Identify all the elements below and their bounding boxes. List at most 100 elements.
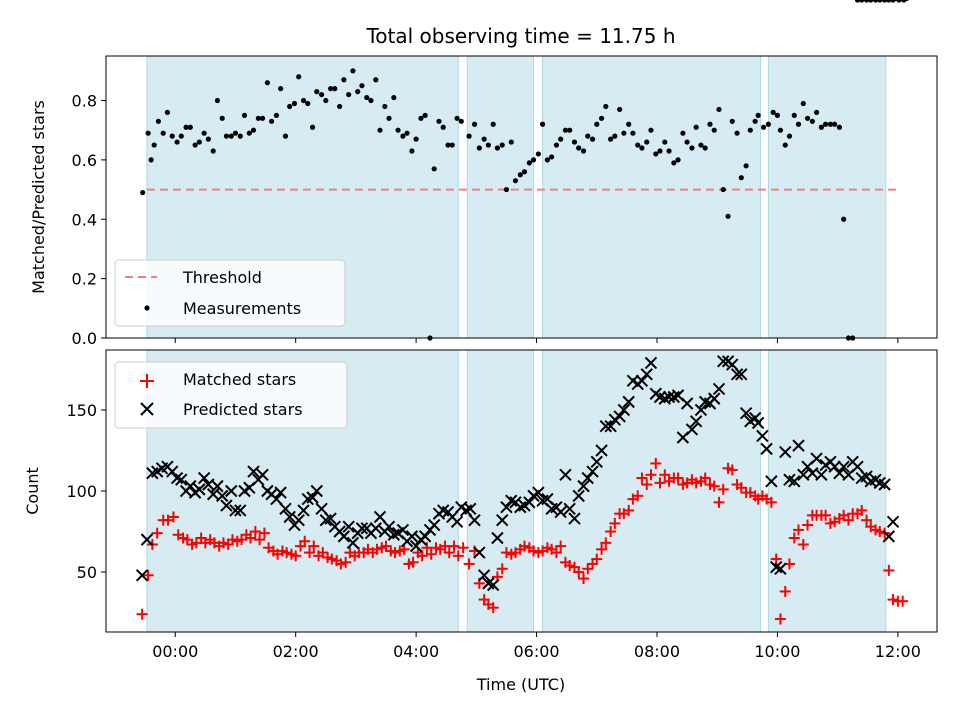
- top-y-tick-label: 0.4: [72, 210, 97, 229]
- predicted-star-point: [788, 475, 801, 488]
- measurement-point: [747, 127, 753, 133]
- bottom-x-ticks: 00:00 02:00 04:00 06:00 08:00 10:00 12:00: [152, 632, 921, 661]
- legend-predicted-swatch: [140, 402, 154, 416]
- measurement-point: [711, 127, 717, 133]
- measurement-point: [729, 118, 735, 124]
- matched-star-point: [842, 514, 854, 526]
- predicted-star-point: [491, 531, 504, 545]
- predicted-star-point: [396, 523, 410, 537]
- measurement-point: [466, 133, 472, 139]
- predicted-star-point: [613, 410, 626, 423]
- matched-star-point: [326, 553, 338, 565]
- measurement-point: [155, 118, 161, 124]
- matched-star-point: [443, 547, 455, 559]
- predicted-star-point: [810, 452, 823, 465]
- predicted-star-point: [735, 368, 748, 381]
- x-tick-label: 12:00: [875, 642, 921, 661]
- measurement-point: [449, 142, 455, 148]
- matched-star-point: [304, 547, 316, 559]
- measurement-point: [755, 112, 761, 118]
- measurement-point: [259, 115, 266, 121]
- matched-star-point: [623, 504, 635, 516]
- measurement-point: [183, 124, 189, 130]
- predicted-star-point: [346, 536, 360, 550]
- measurement-point: [140, 189, 146, 196]
- predicted-star-point: [418, 530, 432, 543]
- predicted-star-point: [211, 479, 224, 493]
- predicted-star-point: [283, 510, 296, 524]
- x-tick-label: 02:00: [273, 642, 319, 661]
- measurement-point: [549, 154, 555, 160]
- matched-star-point: [883, 564, 895, 576]
- predicted-star-point: [568, 512, 581, 525]
- measurement-point: [603, 103, 609, 110]
- predicted-star-point: [707, 392, 721, 405]
- matched-star-point: [142, 569, 154, 581]
- measurement-point: [471, 121, 478, 127]
- matched-star-point: [699, 472, 711, 484]
- measurement-point: [214, 97, 221, 104]
- measurement-point: [395, 127, 401, 133]
- matched-star-point: [448, 540, 460, 552]
- measurement-point: [264, 80, 270, 86]
- matched-star-point: [802, 519, 814, 531]
- measurement-point: [886, 0, 892, 3]
- matched-star-point: [708, 480, 720, 492]
- matched-star-point: [717, 483, 729, 495]
- measurement-point: [503, 186, 510, 193]
- measurement-point: [791, 112, 797, 118]
- measurement-point: [836, 124, 843, 130]
- predicted-star-point: [477, 569, 491, 582]
- measurement-point: [580, 148, 587, 154]
- matched-star-point: [258, 527, 270, 539]
- measurement-point: [585, 133, 591, 139]
- top-legend: Threshold Measurements: [114, 259, 346, 327]
- top-legend-box: [114, 259, 346, 327]
- measurement-point: [786, 133, 793, 139]
- matched-star-point: [407, 556, 419, 568]
- measurement-point: [341, 77, 347, 83]
- measurement-point: [219, 115, 225, 121]
- measurement-point: [877, 0, 883, 3]
- predicted-star-point: [586, 465, 599, 478]
- bottom-legend-box: [114, 361, 348, 429]
- bottom-y-tick-label: 100: [66, 482, 97, 501]
- measurement-point: [716, 106, 722, 113]
- measurement-point: [400, 133, 406, 139]
- matched-stars-points: [136, 457, 909, 625]
- measurement-point: [300, 97, 307, 104]
- matched-star-point: [452, 550, 464, 562]
- measurement-point: [164, 109, 171, 115]
- predicted-star-point: [247, 465, 260, 478]
- measurement-point: [250, 127, 257, 133]
- top-y-ticks: 0.0 0.2 0.4 0.6 0.8: [72, 92, 106, 348]
- predicted-star-point: [572, 489, 585, 503]
- predicted-star-point: [135, 569, 149, 582]
- ratio-panel: 0.00.20.40.60.8 Matched/Predicted stars …: [29, 0, 938, 348]
- measurement-point: [872, 0, 879, 3]
- predicted-star-point: [170, 471, 184, 485]
- predicted-star-point: [197, 471, 211, 485]
- matched-star-point: [254, 534, 266, 546]
- top-y-tick-label: 0.8: [72, 92, 97, 111]
- predicted-star-point: [306, 491, 319, 504]
- measurement-point: [653, 151, 659, 157]
- measurement-point: [882, 0, 888, 3]
- measurement-point: [680, 130, 686, 136]
- top-shaded-interval-3: [542, 55, 762, 339]
- matched-star-point: [281, 547, 293, 559]
- predicted-star-point: [730, 368, 744, 381]
- predicted-star-point: [694, 403, 708, 417]
- predicted-star-point: [878, 478, 891, 491]
- measurement-point: [657, 148, 663, 154]
- measurement-point: [418, 115, 424, 121]
- predicted-star-point: [792, 439, 805, 452]
- predicted-star-point: [473, 546, 486, 559]
- predicted-star-point: [387, 528, 401, 541]
- predicted-star-point: [815, 468, 828, 482]
- measurement-point: [391, 94, 397, 101]
- measurement-point: [355, 89, 361, 95]
- measurement-point: [454, 115, 460, 121]
- predicted-star-point: [667, 390, 681, 404]
- matched-star-point: [654, 477, 666, 489]
